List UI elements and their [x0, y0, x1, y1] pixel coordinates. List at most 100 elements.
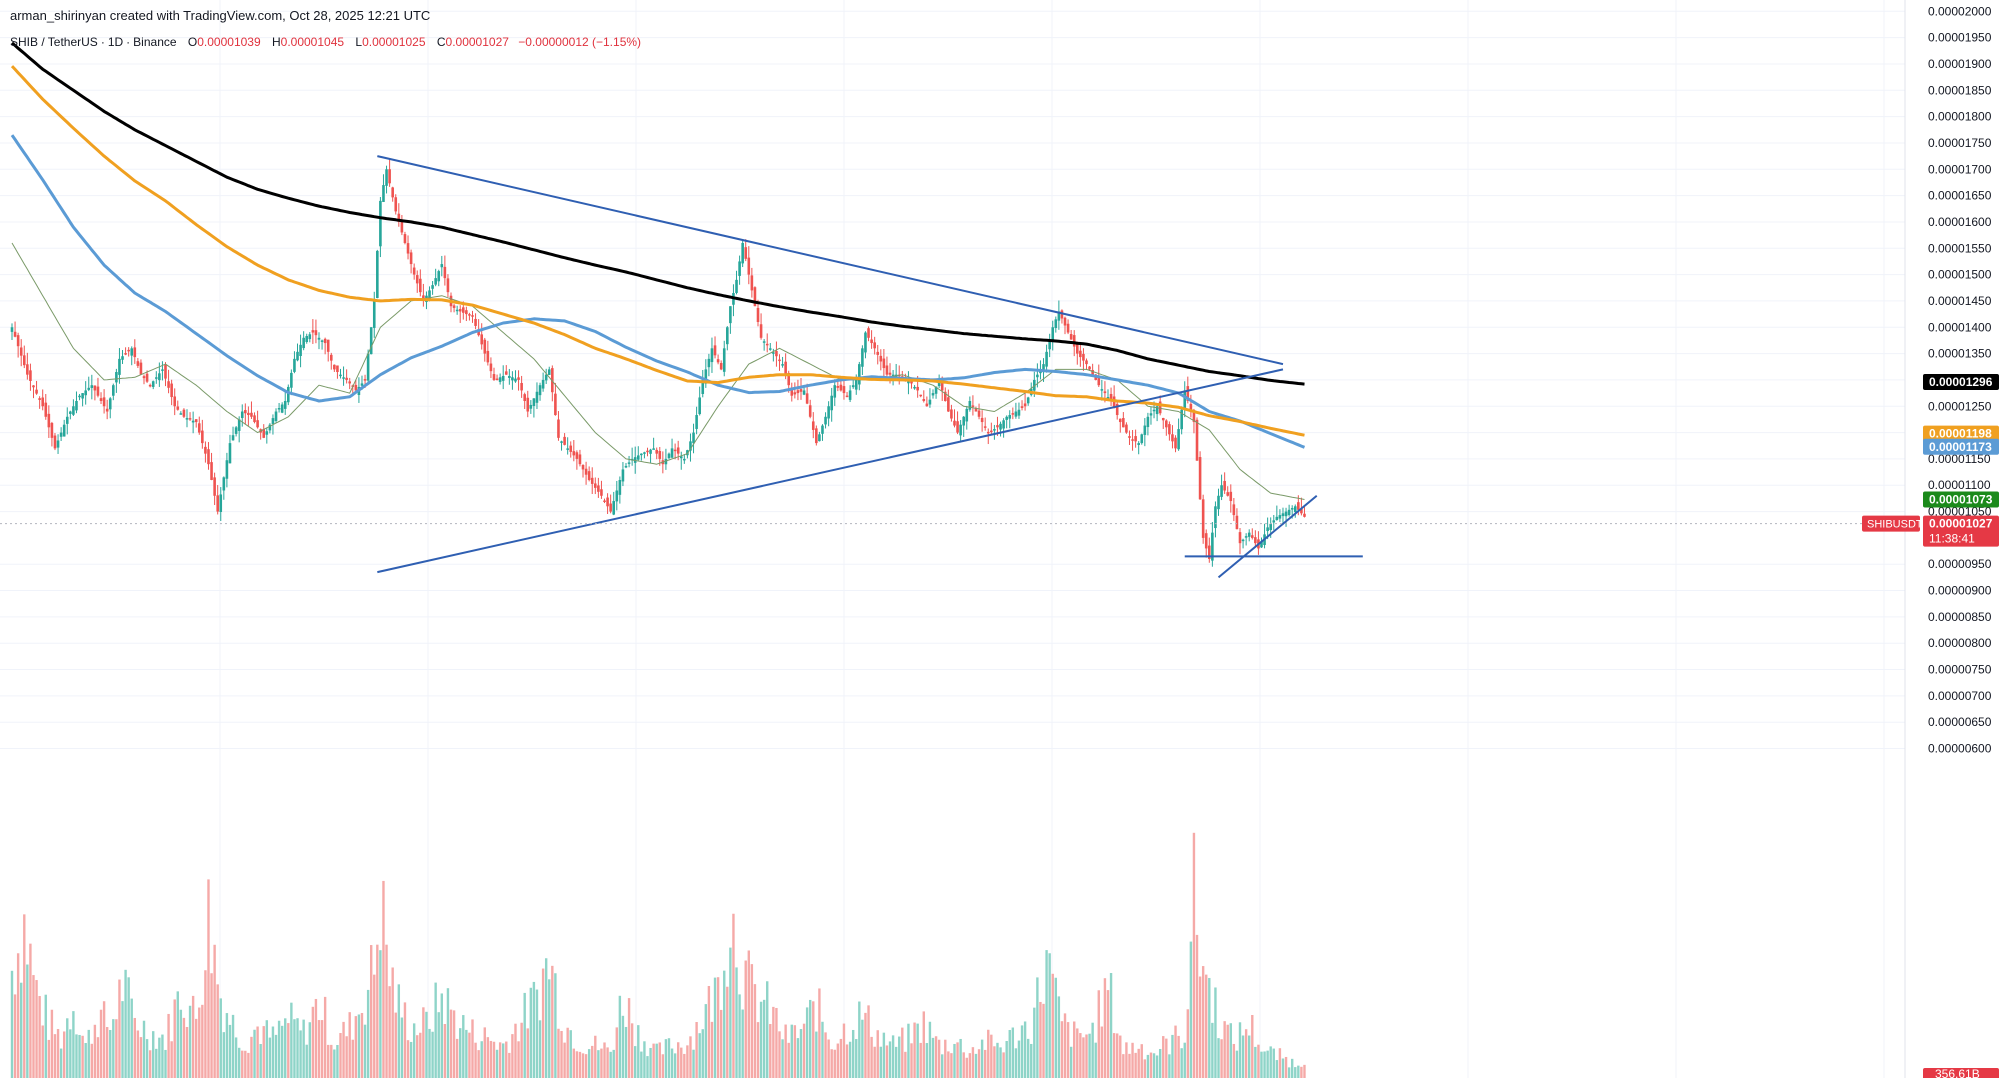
candle-body: [308, 334, 312, 340]
candle-body: [750, 275, 754, 291]
symbol-legend[interactable]: SHIB / TetherUS · 1D · Binance O0.00001039 H…: [10, 35, 642, 49]
axis-tick-label: 0.00000950: [1928, 557, 1992, 571]
volume-bar: [465, 1029, 468, 1078]
volume-bar: [879, 1046, 883, 1078]
volume-bar: [363, 1024, 367, 1078]
volume-bar: [1284, 1056, 1288, 1078]
candle-body: [363, 379, 367, 381]
axis-tick-label: 0.00001900: [1928, 57, 1992, 71]
volume-bar: [419, 1032, 422, 1078]
candle-body: [621, 469, 625, 482]
candle-body: [784, 361, 787, 375]
candle-body: [1100, 389, 1104, 391]
candle-body: [391, 187, 394, 198]
axis-tick-label: 0.00001550: [1928, 241, 1992, 255]
volume-bar: [302, 1019, 305, 1078]
candle-body: [412, 267, 416, 275]
candle-body: [118, 358, 121, 375]
candle-body: [446, 278, 450, 293]
volume-bar: [75, 1034, 78, 1078]
volume-bar: [391, 967, 394, 1078]
volume-bar: [333, 1049, 336, 1078]
candle-body: [652, 448, 655, 450]
volume-bar: [1303, 1064, 1306, 1078]
volume-bar: [529, 987, 533, 1078]
candle-body: [339, 374, 342, 377]
candle-body: [228, 443, 232, 464]
candle-body: [124, 353, 127, 355]
volume-bar: [1039, 1001, 1042, 1078]
volume-bar: [793, 1025, 797, 1078]
sma100-line: [10, 65, 1305, 437]
volume-bar: [790, 1024, 793, 1078]
candle-body: [885, 365, 889, 375]
volume-bar: [158, 1037, 161, 1078]
trendlines[interactable]: [0, 155, 1905, 579]
candle-body: [974, 408, 978, 412]
volume-bar: [139, 1037, 143, 1078]
volume-bar: [655, 1043, 658, 1078]
candle-body: [96, 386, 100, 396]
candle-body: [922, 399, 926, 401]
volume-bar: [35, 980, 38, 1078]
candle-body: [1072, 335, 1076, 347]
candle-body: [854, 379, 858, 390]
candle-body: [858, 364, 861, 385]
volume-bar: [535, 989, 539, 1078]
volume-bar: [747, 950, 750, 1078]
volume-bar: [431, 1031, 434, 1078]
volume-bar: [1076, 1028, 1079, 1078]
volume-bar: [416, 1035, 419, 1078]
volume-bar: [10, 970, 14, 1078]
candle-body: [234, 427, 238, 434]
candle-body: [1075, 341, 1079, 354]
volume-bar: [652, 1043, 655, 1078]
candle-body: [735, 279, 738, 293]
volume-bar: [1106, 990, 1110, 1078]
candle-body: [1211, 532, 1214, 561]
candle-body: [296, 351, 299, 361]
volume-bar: [941, 1054, 944, 1078]
volume-bar: [459, 1028, 462, 1078]
volume-bar: [38, 996, 41, 1078]
volume-bar: [403, 1002, 407, 1078]
volume-bar: [858, 1001, 861, 1078]
candle-body: [1134, 436, 1137, 442]
symbol-pair[interactable]: SHIB / TetherUS: [10, 35, 98, 49]
volume-bar: [112, 1019, 115, 1078]
symbol-interval[interactable]: 1D: [107, 35, 124, 49]
volume-bar: [299, 1030, 302, 1078]
volume-bar: [787, 1042, 790, 1078]
candle-body: [121, 356, 124, 360]
candle-body: [753, 287, 757, 307]
candle-body: [1002, 420, 1005, 429]
volume-bar: [563, 1042, 566, 1078]
candle-body: [986, 431, 990, 434]
volume-bar: [1042, 1003, 1045, 1078]
candle-body: [1220, 485, 1223, 497]
volume-bar: [191, 995, 195, 1078]
candle-body: [44, 402, 48, 417]
volume-bar: [330, 1044, 333, 1078]
candle-body: [701, 379, 705, 394]
volume-bar: [474, 1042, 477, 1078]
volume-bar: [735, 967, 738, 1078]
candle-body: [311, 330, 315, 333]
candle-body: [802, 390, 806, 395]
candle-body: [1293, 506, 1297, 512]
candle-body: [1198, 457, 1202, 500]
volume-bar: [1269, 1046, 1272, 1078]
volume-bar: [692, 1049, 695, 1078]
volume-bar: [1125, 1042, 1128, 1078]
volume-bar: [508, 1052, 511, 1078]
candle-body: [759, 324, 763, 338]
candle-body: [213, 477, 216, 496]
high-value: 0.00001045: [280, 35, 345, 49]
volume-bar: [142, 1020, 146, 1078]
candle-body: [744, 247, 748, 259]
volume-bar: [511, 1034, 514, 1078]
volume-bar: [32, 975, 35, 1078]
candle-body: [959, 424, 962, 436]
candle-body: [372, 300, 376, 328]
